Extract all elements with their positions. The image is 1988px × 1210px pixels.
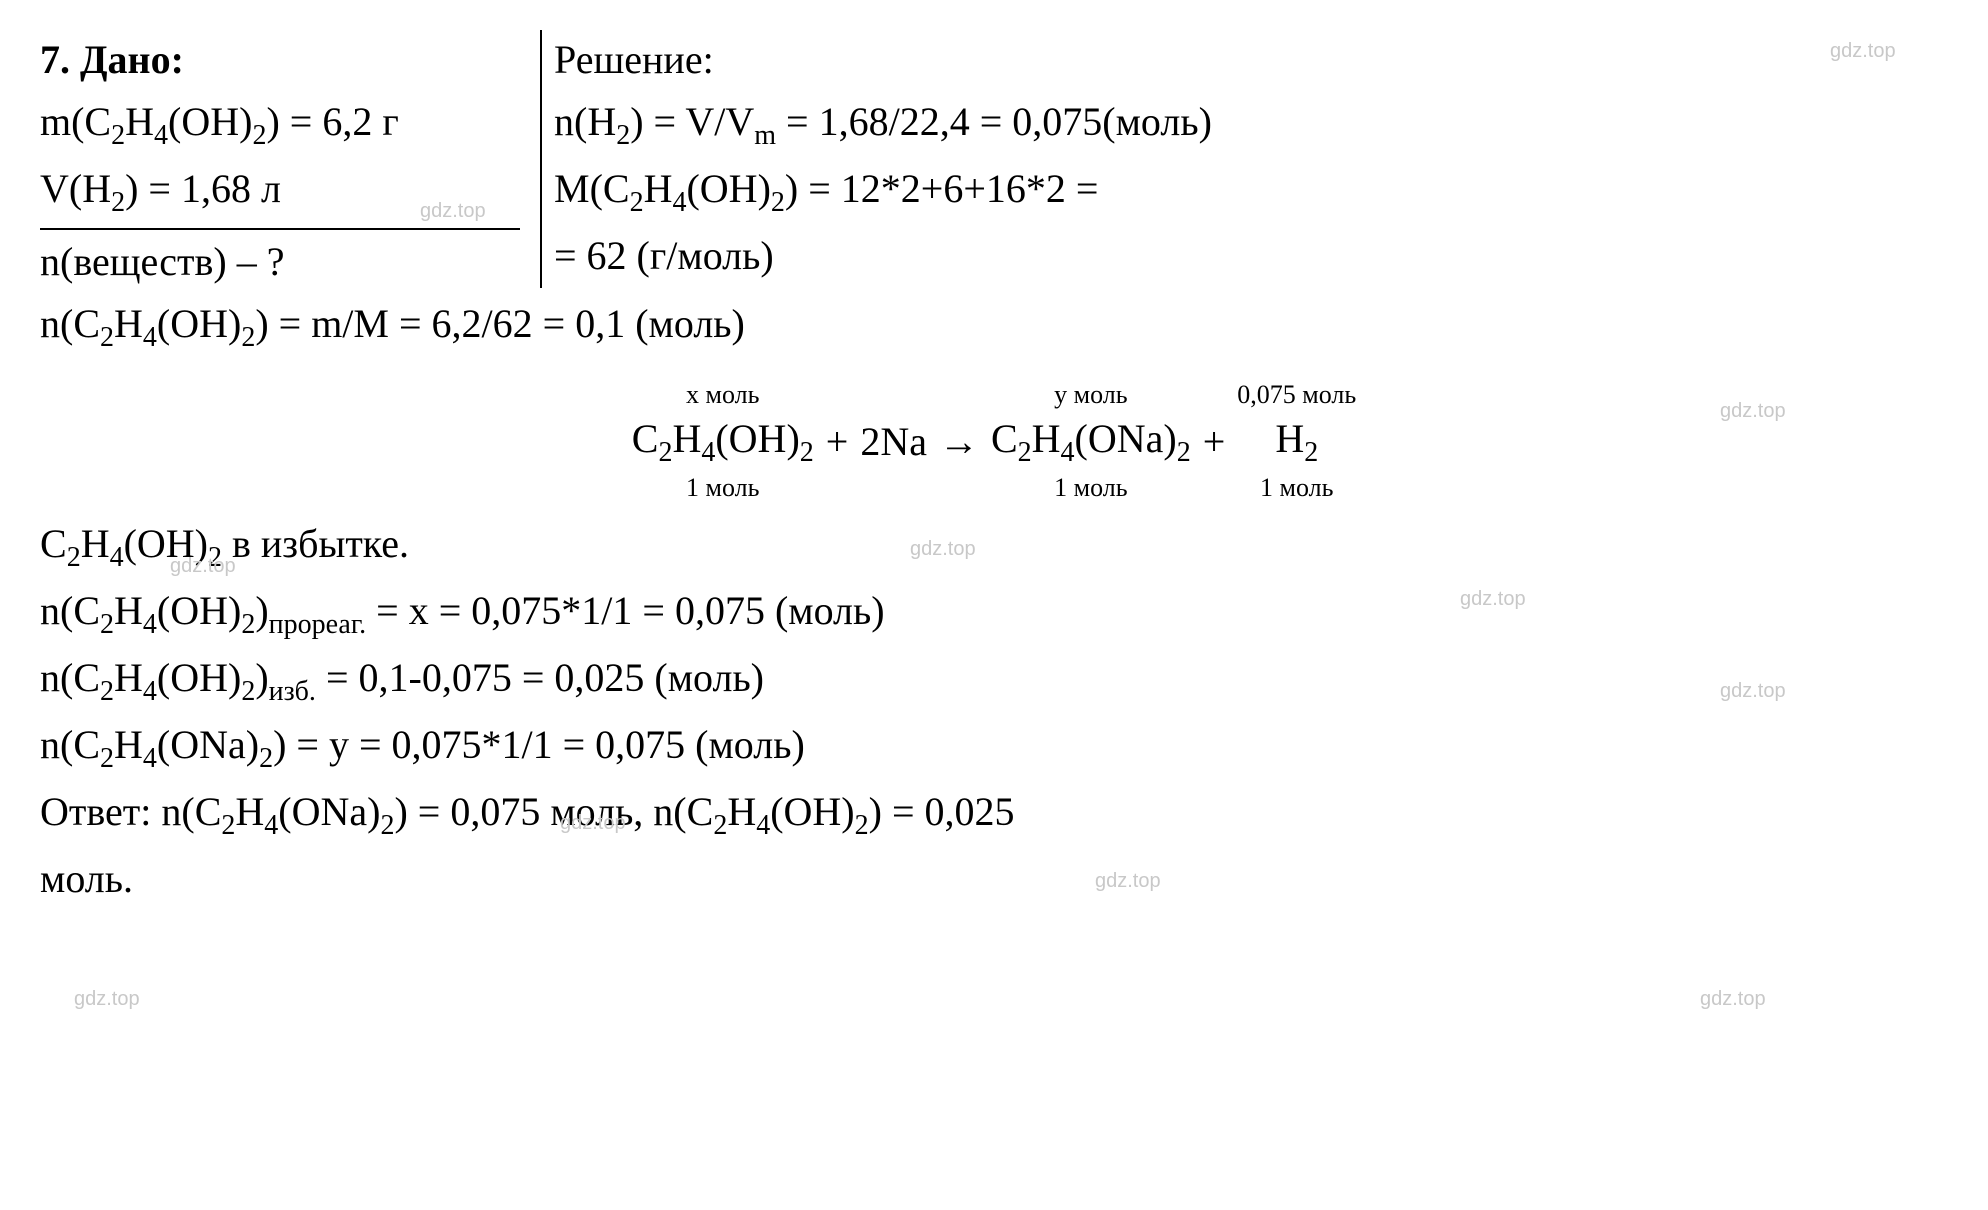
given-title: 7. Дано: [40,30,520,90]
plus-icon: . + . [1203,382,1226,502]
answer-line-continuation: моль. [40,849,1948,909]
watermark-text: gdz.top [74,988,140,1011]
problem-top-section: 7. Дано: m(C2H4(OH)2) = 6,2 г V(H2) = 1,… [40,30,1948,294]
excess-moles-line: n(C2H4(OH)2)изб. = 0,1-0,075 = 0,025 (мо… [40,648,1948,713]
eq-reactant-sodium: 2Na [860,382,927,502]
given-line-mass: m(C2H4(OH)2) = 6,2 г [40,92,520,157]
watermark-text: gdz.top [1700,988,1766,1011]
excess-statement: C2H4(OH)2 в избытке. [40,514,1948,579]
given-column: 7. Дано: m(C2H4(OH)2) = 6,2 г V(H2) = 1,… [40,30,540,294]
eq-product-glycolate: y моль C2H4(ONa)2 1 моль [991,379,1191,504]
eq-reactant-glycol: x моль C2H4(OH)2 1 моль [632,379,814,504]
given-line-find: n(веществ) – ? [40,232,520,292]
solution-column: Решение: n(H2) = V/Vm = 1,68/22,4 = 0,07… [540,30,1948,288]
eq-product-hydrogen: 0,075 моль H2 1 моль [1237,379,1356,504]
arrow-icon: . → . [939,382,979,502]
given-line-volume: V(H2) = 1,68 л [40,159,520,230]
chemical-equation: x моль C2H4(OH)2 1 моль . + . 2Na . → . … [40,379,1948,504]
reacted-moles-line: n(C2H4(OH)2)прореаг. = x = 0,075*1/1 = 0… [40,581,1948,646]
answer-line: Ответ: n(C2H4(ONa)2) = 0,075 моль, n(C2H… [40,782,1948,847]
solution-line-nh2: n(H2) = V/Vm = 1,68/22,4 = 0,075(моль) [554,92,1948,157]
plus-icon: . + . [826,382,849,502]
moles-glycol-line: n(C2H4(OH)2) = m/M = 6,2/62 = 0,1 (моль) [40,294,1948,359]
product-moles-line: n(C2H4(ONa)2) = y = 0,075*1/1 = 0,075 (м… [40,715,1948,780]
solution-line-molar-mass-result: = 62 (г/моль) [554,226,1948,286]
solution-title: Решение: [554,30,1948,90]
solution-line-molar-mass: M(C2H4(OH)2) = 12*2+6+16*2 = [554,159,1948,224]
calculation-section: C2H4(OH)2 в избытке. n(C2H4(OH)2)прореаг… [40,514,1948,909]
